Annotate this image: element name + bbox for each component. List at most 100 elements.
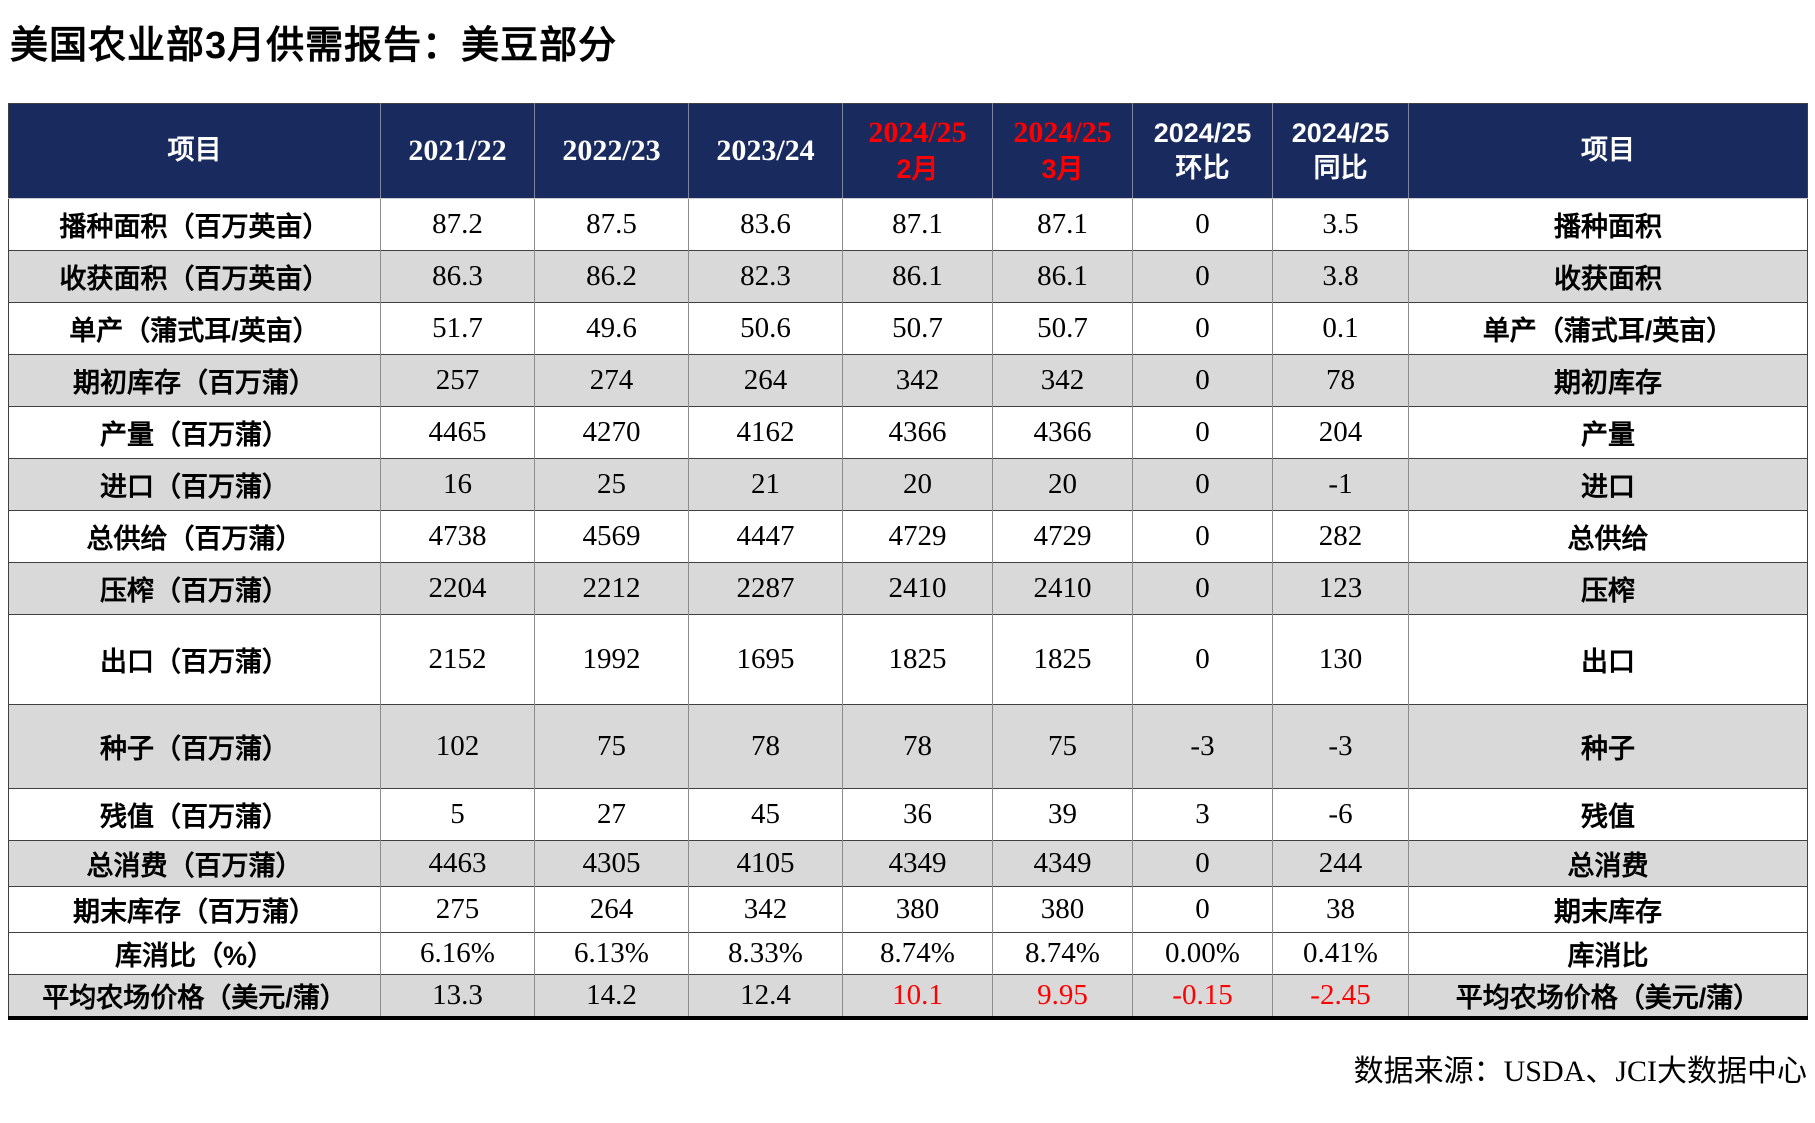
value-cell: 21 [688,457,843,511]
value-cell: 86.3 [380,249,535,303]
value-cell: 87.5 [534,197,689,251]
value-cell: 86.1 [842,249,993,303]
value-cell: 4569 [534,509,689,563]
value-cell: 282 [1272,509,1409,563]
value-cell: 342 [992,353,1133,407]
value-cell: 244 [1272,839,1409,887]
value-cell: 75 [992,703,1133,789]
value-cell: 4465 [380,405,535,459]
item-cell-left: 总消费（百万蒲） [8,839,381,887]
value-cell: 4447 [688,509,843,563]
value-cell: 0 [1132,839,1273,887]
table-row: 压榨（百万蒲） 2204 2212 2287 2410 2410 0 123 压榨 [8,561,1808,615]
item-cell-left: 压榨（百万蒲） [8,561,381,615]
value-cell: 3.5 [1272,197,1409,251]
value-cell: 83.6 [688,197,843,251]
value-cell: 380 [842,885,993,933]
value-cell: 4270 [534,405,689,459]
value-cell: -3 [1132,703,1273,789]
value-cell: 380 [992,885,1133,933]
value-cell: 257 [380,353,535,407]
value-cell: 1825 [842,613,993,705]
value-cell: 0.1 [1272,301,1409,355]
value-cell: 0 [1132,613,1273,705]
table-row: 产量（百万蒲） 4465 4270 4162 4366 4366 0 204 产量 [8,405,1808,459]
value-cell: 1695 [688,613,843,705]
value-cell: 6.16% [380,931,535,975]
value-cell: 4729 [842,509,993,563]
value-cell: -6 [1272,787,1409,841]
value-cell: 8.33% [688,931,843,975]
table-row: 单产（蒲式耳/英亩） 51.7 49.6 50.6 50.7 50.7 0 0.1 单产（蒲式耳… [8,301,1808,355]
value-cell: 0.41% [1272,931,1409,975]
header-cell-yoy_2024_25: 2024/25 同比 [1272,103,1409,199]
report-table: 项目 2021/22 2022/23 2023/24 2024/25 2月 2024/25 3… [8,102,1808,1021]
item-cell-left: 残值（百万蒲） [8,787,381,841]
item-cell-right: 进口 [1408,457,1808,511]
value-cell: -3 [1272,703,1409,789]
value-cell: 2410 [992,561,1133,615]
item-cell-right: 出口 [1408,613,1808,705]
value-cell: 4349 [842,839,993,887]
item-cell-right: 种子 [1408,703,1808,789]
value-cell: 0 [1132,509,1273,563]
table-header: 项目 2021/22 2022/23 2023/24 2024/25 2月 2024/25 3… [8,103,1808,199]
value-cell: 2212 [534,561,689,615]
item-cell-left: 种子（百万蒲） [8,703,381,789]
item-cell-right: 播种面积 [1408,197,1808,251]
value-cell: 49.6 [534,301,689,355]
value-cell: 4349 [992,839,1133,887]
value-cell: 12.4 [688,973,843,1019]
value-cell: 20 [842,457,993,511]
value-cell: 87.1 [842,197,993,251]
value-cell: 204 [1272,405,1409,459]
value-cell: 3.8 [1272,249,1409,303]
value-cell: 8.74% [842,931,993,975]
value-cell: 4105 [688,839,843,887]
item-cell-left: 库消比（%） [8,931,381,975]
item-cell-right: 期末库存 [1408,885,1808,933]
item-cell-right: 总消费 [1408,839,1808,887]
value-cell: 50.7 [992,301,1133,355]
table-row: 平均农场价格（美元/蒲） 13.3 14.2 12.4 10.1 9.95 -0.15 -2.… [8,973,1808,1019]
value-cell: 3 [1132,787,1273,841]
value-cell: 87.2 [380,197,535,251]
value-cell: 2410 [842,561,993,615]
item-cell-left: 播种面积（百万英亩） [8,197,381,251]
item-cell-left: 期初库存（百万蒲） [8,353,381,407]
table-row: 总供给（百万蒲） 4738 4569 4447 4729 4729 0 282 总供给 [8,509,1808,563]
value-cell: 0 [1132,561,1273,615]
value-cell: 342 [688,885,843,933]
header-cell-mar_2024_25: 2024/25 3月 [992,103,1133,199]
table-row: 进口（百万蒲） 16 25 21 20 20 0 -1 进口 [8,457,1808,511]
header-cell-item_right: 项目 [1408,103,1808,199]
table-body: 播种面积（百万英亩） 87.2 87.5 83.6 87.1 87.1 0 3.5 播种面积 收获… [8,197,1808,1019]
table-row: 期初库存（百万蒲） 257 274 264 342 342 0 78 期初库存 [8,353,1808,407]
header-cell-y2022_23: 2022/23 [534,103,689,199]
value-cell: 2287 [688,561,843,615]
item-cell-left: 单产（蒲式耳/英亩） [8,301,381,355]
value-cell: 36 [842,787,993,841]
value-cell: 25 [534,457,689,511]
value-cell: 4738 [380,509,535,563]
value-cell: 4366 [842,405,993,459]
value-cell: 78 [842,703,993,789]
value-cell: 50.6 [688,301,843,355]
value-cell: 9.95 [992,973,1133,1019]
item-cell-left: 出口（百万蒲） [8,613,381,705]
value-cell: 82.3 [688,249,843,303]
value-cell: 39 [992,787,1133,841]
item-cell-right: 产量 [1408,405,1808,459]
value-cell: 0 [1132,249,1273,303]
item-cell-right: 收获面积 [1408,249,1808,303]
item-cell-right: 残值 [1408,787,1808,841]
value-cell: 51.7 [380,301,535,355]
value-cell: -2.45 [1272,973,1409,1019]
item-cell-right: 平均农场价格（美元/蒲） [1408,973,1808,1019]
value-cell: 4162 [688,405,843,459]
value-cell: 78 [688,703,843,789]
header-cell-feb_2024_25: 2024/25 2月 [842,103,993,199]
value-cell: 264 [534,885,689,933]
item-cell-left: 期末库存（百万蒲） [8,885,381,933]
value-cell: 4305 [534,839,689,887]
